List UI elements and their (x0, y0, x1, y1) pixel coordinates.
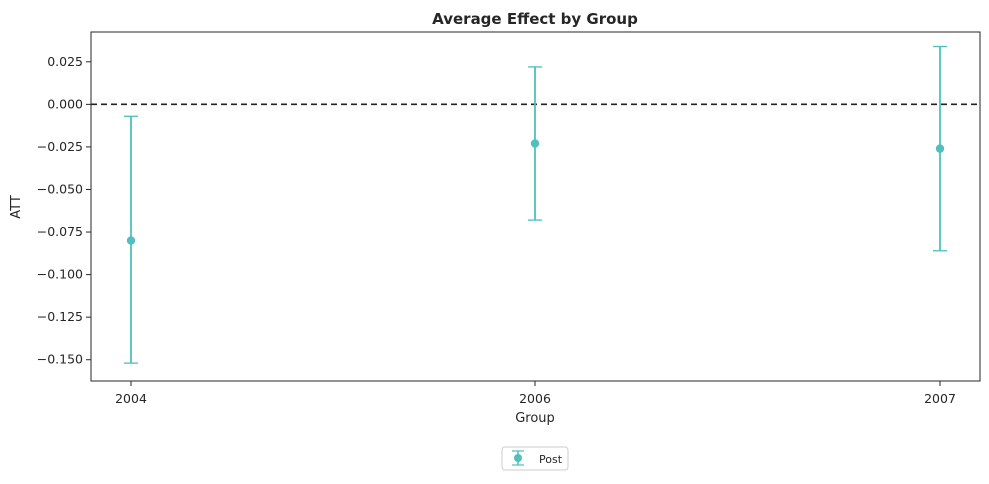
y-axis-label: ATT (9, 195, 24, 219)
y-tick-label: 0.025 (47, 54, 83, 69)
legend: Post (501, 446, 569, 471)
x-tick-label: 2004 (115, 391, 147, 406)
data-point (126, 236, 136, 245)
legend-marker (512, 450, 524, 466)
plot-frame (90, 31, 981, 382)
plot-area: 0.025 0.000 −0.025 −0.050 −0.075 −0.100 −0.125… (37, 45, 980, 406)
y-tick-label: −0.100 (37, 267, 83, 282)
y-tick-label: −0.125 (37, 309, 83, 324)
y-tick-label: −0.075 (37, 224, 83, 239)
y-tick-label: 0.000 (47, 96, 83, 111)
chart-title: Average Effect by Group (432, 10, 638, 28)
x-tick-label: 2006 (519, 391, 551, 406)
x-axis-label: Group (515, 411, 555, 426)
y-tick-label: −0.025 (37, 139, 83, 154)
data-point (935, 144, 945, 153)
y-tick-label: −0.050 (37, 181, 83, 196)
legend-marker-dot (514, 454, 522, 462)
data-point (530, 139, 540, 148)
x-tick-label: 2007 (924, 391, 956, 406)
y-tick-label: −0.150 (37, 352, 83, 367)
legend-label: Post (539, 453, 563, 466)
